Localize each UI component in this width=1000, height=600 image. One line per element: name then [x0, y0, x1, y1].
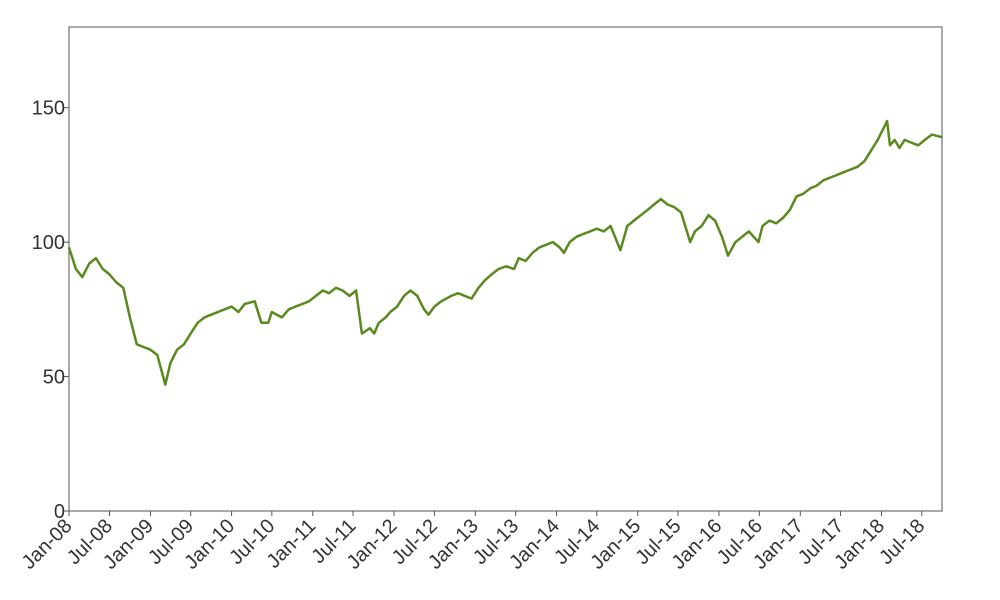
y-tick-label: 50: [43, 367, 65, 389]
plot-frame: [68, 26, 943, 512]
y-tick-label: 100: [32, 232, 65, 254]
x-tick-label: Jul-18: [875, 515, 929, 569]
y-axis-ticks: 0 50 100 150: [32, 98, 69, 523]
y-tick-label: 0: [54, 501, 65, 523]
series-layer: [67, 119, 943, 386]
y-tick-label: 150: [32, 98, 65, 120]
x-tick-label: Jan-08: [18, 515, 77, 574]
series-line: [67, 119, 943, 386]
x-axis-ticks: Jan-08Jul-08Jan-09Jul-09Jan-10Jul-10Jan-…: [18, 511, 929, 574]
